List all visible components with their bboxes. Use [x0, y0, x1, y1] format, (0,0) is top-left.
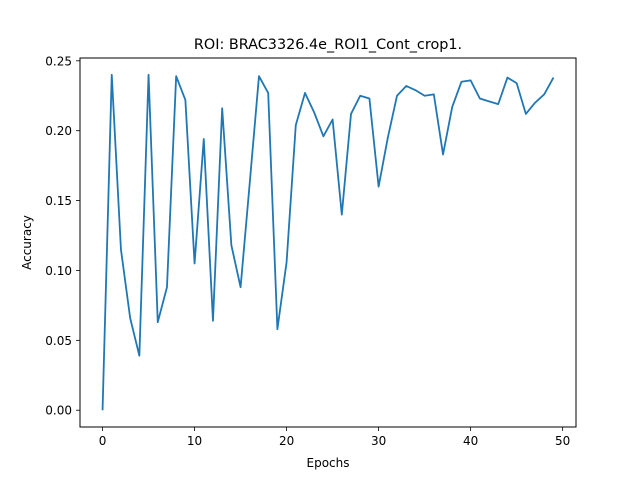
x-tick-label: 0 — [99, 434, 107, 448]
axes-frame — [79, 57, 577, 428]
accuracy-line — [101, 73, 555, 411]
x-tick-label: 30 — [371, 434, 386, 448]
plot-area — [101, 73, 555, 411]
y-tick-label: 0.20 — [45, 124, 72, 138]
y-axis-label: Accuracy — [20, 215, 34, 270]
y-tick-label: 0.05 — [45, 334, 72, 348]
y-axis: 0.00 0.05 0.10 0.15 0.20 0.25 — [45, 54, 80, 418]
x-tick-label: 40 — [463, 434, 478, 448]
y-tick-label: 0.00 — [45, 404, 72, 418]
y-tick-label: 0.10 — [45, 264, 72, 278]
y-tick-label: 0.15 — [45, 194, 72, 208]
x-tick-label: 10 — [187, 434, 202, 448]
x-tick-label: 50 — [555, 434, 570, 448]
x-tick-label: 20 — [279, 434, 294, 448]
y-tick-label: 0.25 — [45, 54, 72, 68]
chart-title: ROI: BRAC3326.4e_ROI1_Cont_crop1. — [194, 37, 462, 53]
x-axis-label: Epochs — [307, 456, 350, 470]
x-axis: 0 10 20 30 40 50 — [99, 427, 570, 448]
